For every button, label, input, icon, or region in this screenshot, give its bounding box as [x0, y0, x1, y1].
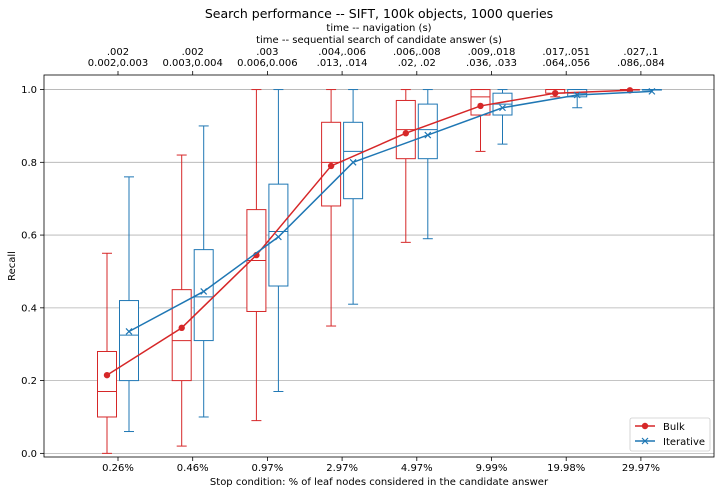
axes-frame: [43, 74, 715, 458]
top-tick-label-navigation-2: .003: [256, 47, 278, 58]
top-tick-label-sequential-5: .036, .033: [466, 58, 517, 69]
axes-ticks: 0.00.20.40.60.81.00.26%.0020.002,0.0030.…: [21, 47, 665, 474]
x-tick-label-4: 4.97%: [401, 463, 433, 474]
mean-point-iterative-0: [125, 328, 133, 335]
x-tick-label-0: 0.26%: [102, 463, 134, 474]
legend: Bulk Iterative: [629, 417, 711, 452]
box-rect-bulk-0: [97, 350, 117, 418]
chart-title: Search performance -- SIFT, 100k objects…: [205, 6, 553, 21]
mean-line-bulk: [106, 89, 630, 376]
mean-point-bulk-0: [103, 371, 111, 379]
legend-marker-bulk: [641, 422, 649, 430]
box-iterative-1: [193, 125, 214, 418]
mean-point-iterative-5: [499, 104, 506, 112]
legend-label-bulk: Bulk: [663, 422, 685, 433]
x-tick-label-2: 0.97%: [252, 463, 284, 474]
top-tick-label-navigation-6: .017,.051: [542, 47, 590, 58]
box-bulk-1: [171, 154, 192, 447]
top-tick-label-sequential-1: 0.003,0.004: [162, 58, 222, 69]
mean-point-iterative-2: [274, 233, 282, 241]
mean-point-iterative-7: [648, 87, 656, 95]
y-tick-label-5: 1.0: [21, 85, 37, 96]
top-tick-label-sequential-3: .013, .014: [317, 58, 368, 69]
top-tick-label-sequential-7: .086,.084: [617, 58, 665, 69]
box-rect-iterative-1: [193, 249, 214, 342]
box-iterative-0: [119, 176, 139, 433]
top-tick-label-navigation-5: .009,.018: [468, 47, 516, 58]
top-tick-label-navigation-4: .006,.008: [393, 47, 441, 58]
box-iterative-4: [417, 89, 438, 240]
y-axis-label: Recall: [7, 251, 18, 281]
box-rect-iterative-4: [417, 103, 438, 160]
top-tick-label-navigation-7: .027,.1: [623, 47, 658, 58]
top-tick-label-sequential-0: 0.002,0.003: [88, 58, 148, 69]
y-tick-label-0: 0.0: [21, 449, 37, 460]
y-tick-label-4: 0.8: [21, 158, 37, 169]
box-bulk-3: [321, 89, 342, 327]
x-tick-label-3: 2.97%: [326, 463, 358, 474]
mean-point-bulk-1: [178, 324, 185, 332]
top-tick-label-sequential-4: .02, .02: [398, 58, 436, 69]
y-tick-label-3: 0.6: [21, 231, 37, 242]
x-tick-label-1: 0.46%: [177, 463, 209, 474]
mean-point-iterative-3: [349, 158, 357, 166]
top-tick-label-sequential-2: 0.006,0.006: [237, 58, 297, 69]
x-tick-label-6: 19.98%: [547, 463, 585, 474]
plot-area: [97, 87, 662, 454]
legend-label-iterative: Iterative: [663, 437, 705, 448]
top-tick-label-navigation-3: .004,.006: [318, 47, 366, 58]
gridlines: [44, 89, 714, 454]
mean-point-iterative-1: [200, 288, 208, 295]
mean-point-iterative-6: [573, 91, 581, 99]
box-rect-iterative-0: [119, 300, 139, 382]
box-iterative-7: [641, 89, 662, 91]
box-iterative-2: [268, 89, 289, 393]
x-axis-label: Stop condition: % of leaf nodes consider…: [210, 477, 549, 488]
box-iterative-3: [343, 89, 364, 305]
box-bulk-4: [395, 89, 416, 243]
top-tick-label-sequential-6: .064,.056: [542, 58, 590, 69]
mean-point-bulk-6: [552, 89, 559, 97]
top-axis-title-sequential: time -- sequential search of candidate a…: [256, 35, 502, 46]
mean-point-bulk-5: [477, 102, 484, 110]
top-tick-label-navigation-0: .002: [107, 47, 129, 58]
mean-point-iterative-4: [424, 131, 432, 139]
box-bulk-5: [470, 89, 491, 152]
box-iterative-5: [492, 89, 513, 145]
legend-marker-iterative: [641, 437, 649, 445]
x-tick-label-5: 9.99%: [476, 463, 508, 474]
box-bulk-0: [97, 252, 117, 454]
y-tick-label-2: 0.4: [21, 303, 37, 314]
box-rect-iterative-2: [268, 183, 289, 287]
top-tick-label-navigation-1: .002: [182, 47, 204, 58]
mean-point-bulk-4: [402, 130, 409, 137]
box-rect-bulk-1: [171, 289, 192, 382]
x-tick-label-7: 29.97%: [622, 463, 660, 474]
y-tick-label-1: 0.2: [21, 376, 37, 387]
top-axis-title-navigation: time -- navigation (s): [326, 23, 431, 34]
box-rect-bulk-5: [470, 89, 491, 116]
mean-point-bulk-3: [327, 162, 335, 170]
mean-line-iterative: [128, 90, 652, 333]
